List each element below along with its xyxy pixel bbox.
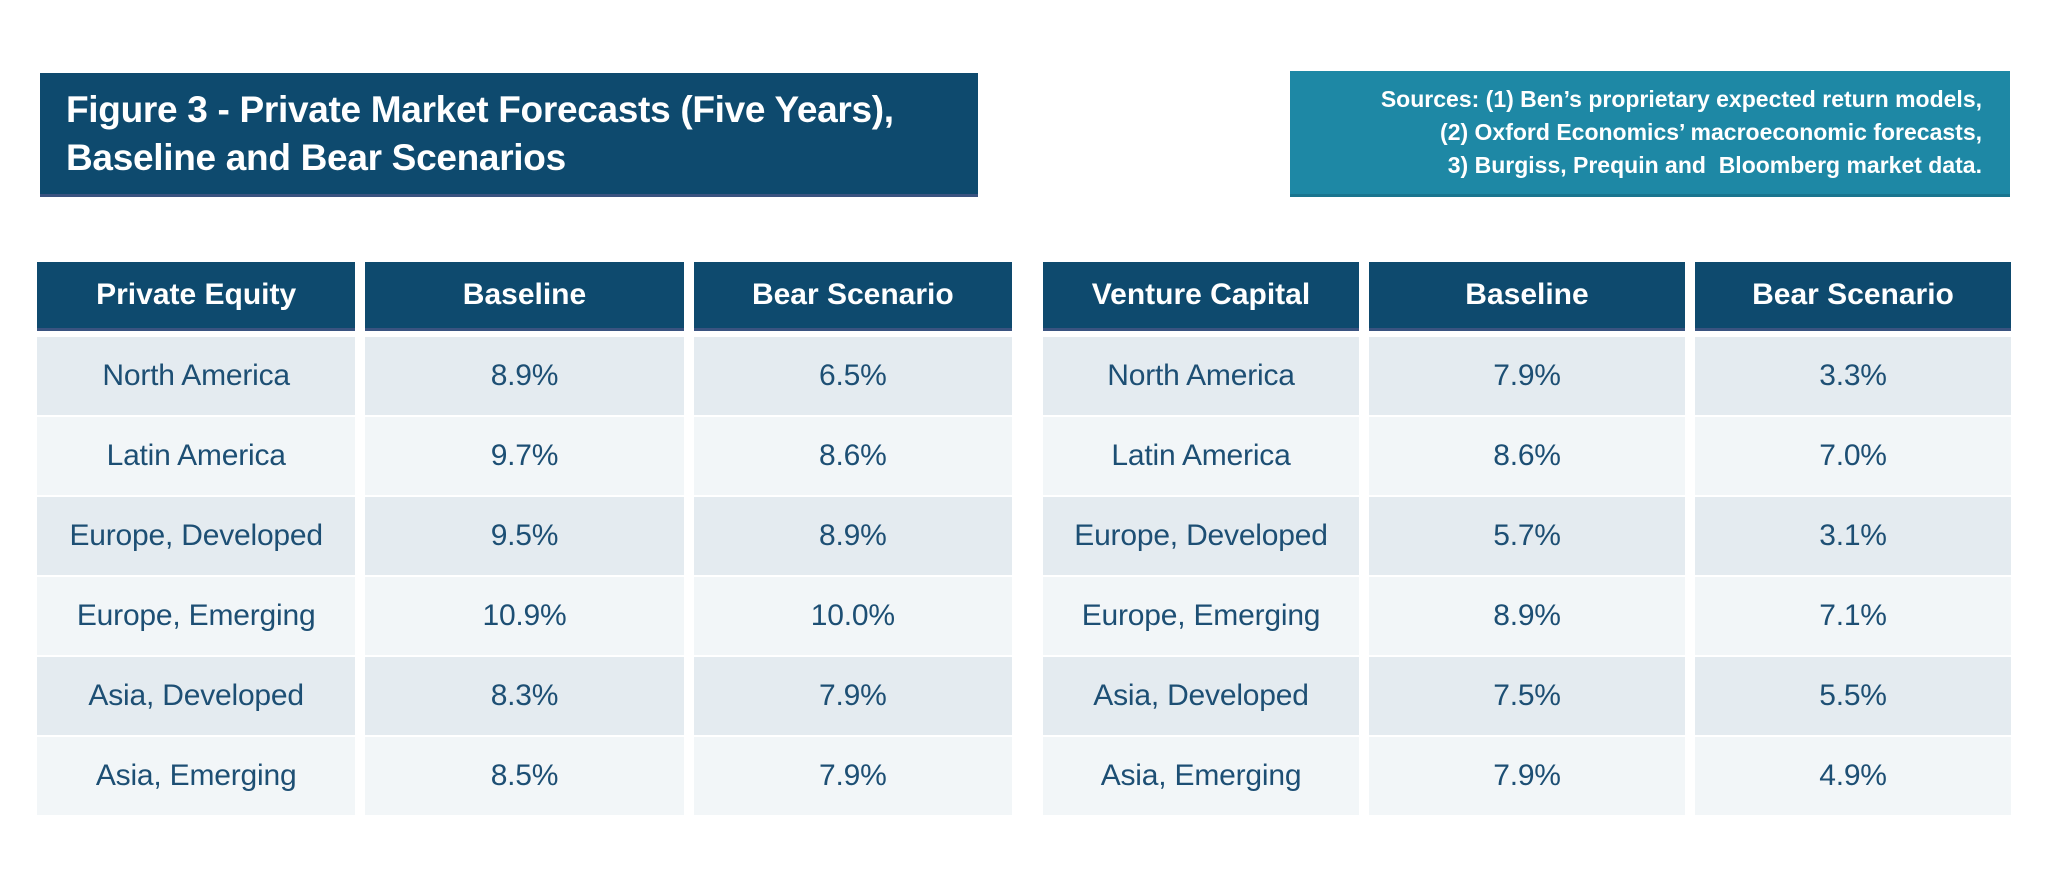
sources-banner: Sources: (1) Ben’s proprietary expected … bbox=[1290, 71, 2010, 197]
baseline-cell: 8.5% bbox=[365, 737, 684, 815]
table-row: Latin America 9.7% 8.6% bbox=[37, 417, 1012, 495]
table-row: Europe, Emerging 10.9% 10.0% bbox=[37, 577, 1012, 655]
baseline-cell: 10.9% bbox=[365, 577, 684, 655]
region-cell: Asia, Developed bbox=[37, 657, 356, 735]
column-header-private-equity: Private Equity bbox=[37, 262, 356, 331]
column-header-baseline: Baseline bbox=[365, 262, 684, 331]
figure-title-line-2: Baseline and Bear Scenarios bbox=[66, 136, 566, 178]
table-row: North America 7.9% 3.3% bbox=[1043, 337, 2011, 415]
region-cell: Europe, Developed bbox=[37, 497, 356, 575]
bear-cell: 8.9% bbox=[693, 497, 1012, 575]
private-equity-body: North America 8.9% 6.5% Latin America 9.… bbox=[37, 337, 1012, 815]
column-header-baseline: Baseline bbox=[1369, 262, 1685, 331]
bear-cell: 10.0% bbox=[693, 577, 1012, 655]
region-cell: Asia, Developed bbox=[1043, 657, 1359, 735]
sources-line-1: Sources: (1) Ben’s proprietary expected … bbox=[1380, 86, 1982, 112]
bear-cell: 7.9% bbox=[693, 657, 1012, 735]
region-cell: Europe, Developed bbox=[1043, 497, 1359, 575]
bear-cell: 6.5% bbox=[693, 337, 1012, 415]
table-row: Europe, Developed 5.7% 3.1% bbox=[1043, 497, 2011, 575]
region-cell: Europe, Emerging bbox=[37, 577, 356, 655]
bear-cell: 7.9% bbox=[693, 737, 1012, 815]
bear-cell: 3.1% bbox=[1695, 497, 2011, 575]
bear-cell: 3.3% bbox=[1695, 337, 2011, 415]
bear-cell: 8.6% bbox=[693, 417, 1012, 495]
bear-cell: 4.9% bbox=[1695, 737, 2011, 815]
column-header-bear-scenario: Bear Scenario bbox=[1695, 262, 2011, 331]
table-row: Asia, Emerging 7.9% 4.9% bbox=[1043, 737, 2011, 815]
region-cell: Asia, Emerging bbox=[37, 737, 356, 815]
baseline-cell: 8.6% bbox=[1369, 417, 1685, 495]
figure-title-line-1: Figure 3 - Private Market Forecasts (Fiv… bbox=[66, 88, 894, 130]
region-cell: Latin America bbox=[1043, 417, 1359, 495]
private-equity-header-row: Private Equity Baseline Bear Scenario bbox=[37, 262, 1012, 331]
bear-cell: 7.0% bbox=[1695, 417, 2011, 495]
table-row: Europe, Emerging 8.9% 7.1% bbox=[1043, 577, 2011, 655]
bear-cell: 7.1% bbox=[1695, 577, 2011, 655]
column-header-bear-scenario: Bear Scenario bbox=[693, 262, 1012, 331]
sources-line-2: (2) Oxford Economics’ macroeconomic fore… bbox=[1440, 119, 1982, 145]
table-row: Asia, Developed 8.3% 7.9% bbox=[37, 657, 1012, 735]
column-header-venture-capital: Venture Capital bbox=[1043, 262, 1359, 331]
region-cell: Asia, Emerging bbox=[1043, 737, 1359, 815]
baseline-cell: 8.9% bbox=[365, 337, 684, 415]
private-equity-table: Private Equity Baseline Bear Scenario No… bbox=[37, 262, 1012, 815]
table-row: Latin America 8.6% 7.0% bbox=[1043, 417, 2011, 495]
baseline-cell: 9.5% bbox=[365, 497, 684, 575]
region-cell: Europe, Emerging bbox=[1043, 577, 1359, 655]
venture-capital-body: North America 7.9% 3.3% Latin America 8.… bbox=[1043, 337, 2011, 815]
figure-title-banner: Figure 3 - Private Market Forecasts (Fiv… bbox=[40, 73, 978, 197]
region-cell: Latin America bbox=[37, 417, 356, 495]
region-cell: North America bbox=[37, 337, 356, 415]
venture-capital-table: Venture Capital Baseline Bear Scenario N… bbox=[1043, 262, 2011, 815]
baseline-cell: 8.9% bbox=[1369, 577, 1685, 655]
venture-capital-header-row: Venture Capital Baseline Bear Scenario bbox=[1043, 262, 2011, 331]
baseline-cell: 7.9% bbox=[1369, 337, 1685, 415]
baseline-cell: 9.7% bbox=[365, 417, 684, 495]
baseline-cell: 7.9% bbox=[1369, 737, 1685, 815]
sources-line-3: 3) Burgiss, Prequin and Bloomberg market… bbox=[1447, 152, 1982, 178]
table-row: Asia, Developed 7.5% 5.5% bbox=[1043, 657, 2011, 735]
table-row: Asia, Emerging 8.5% 7.9% bbox=[37, 737, 1012, 815]
region-cell: North America bbox=[1043, 337, 1359, 415]
bear-cell: 5.5% bbox=[1695, 657, 2011, 735]
baseline-cell: 8.3% bbox=[365, 657, 684, 735]
baseline-cell: 5.7% bbox=[1369, 497, 1685, 575]
table-row: North America 8.9% 6.5% bbox=[37, 337, 1012, 415]
baseline-cell: 7.5% bbox=[1369, 657, 1685, 735]
table-row: Europe, Developed 9.5% 8.9% bbox=[37, 497, 1012, 575]
